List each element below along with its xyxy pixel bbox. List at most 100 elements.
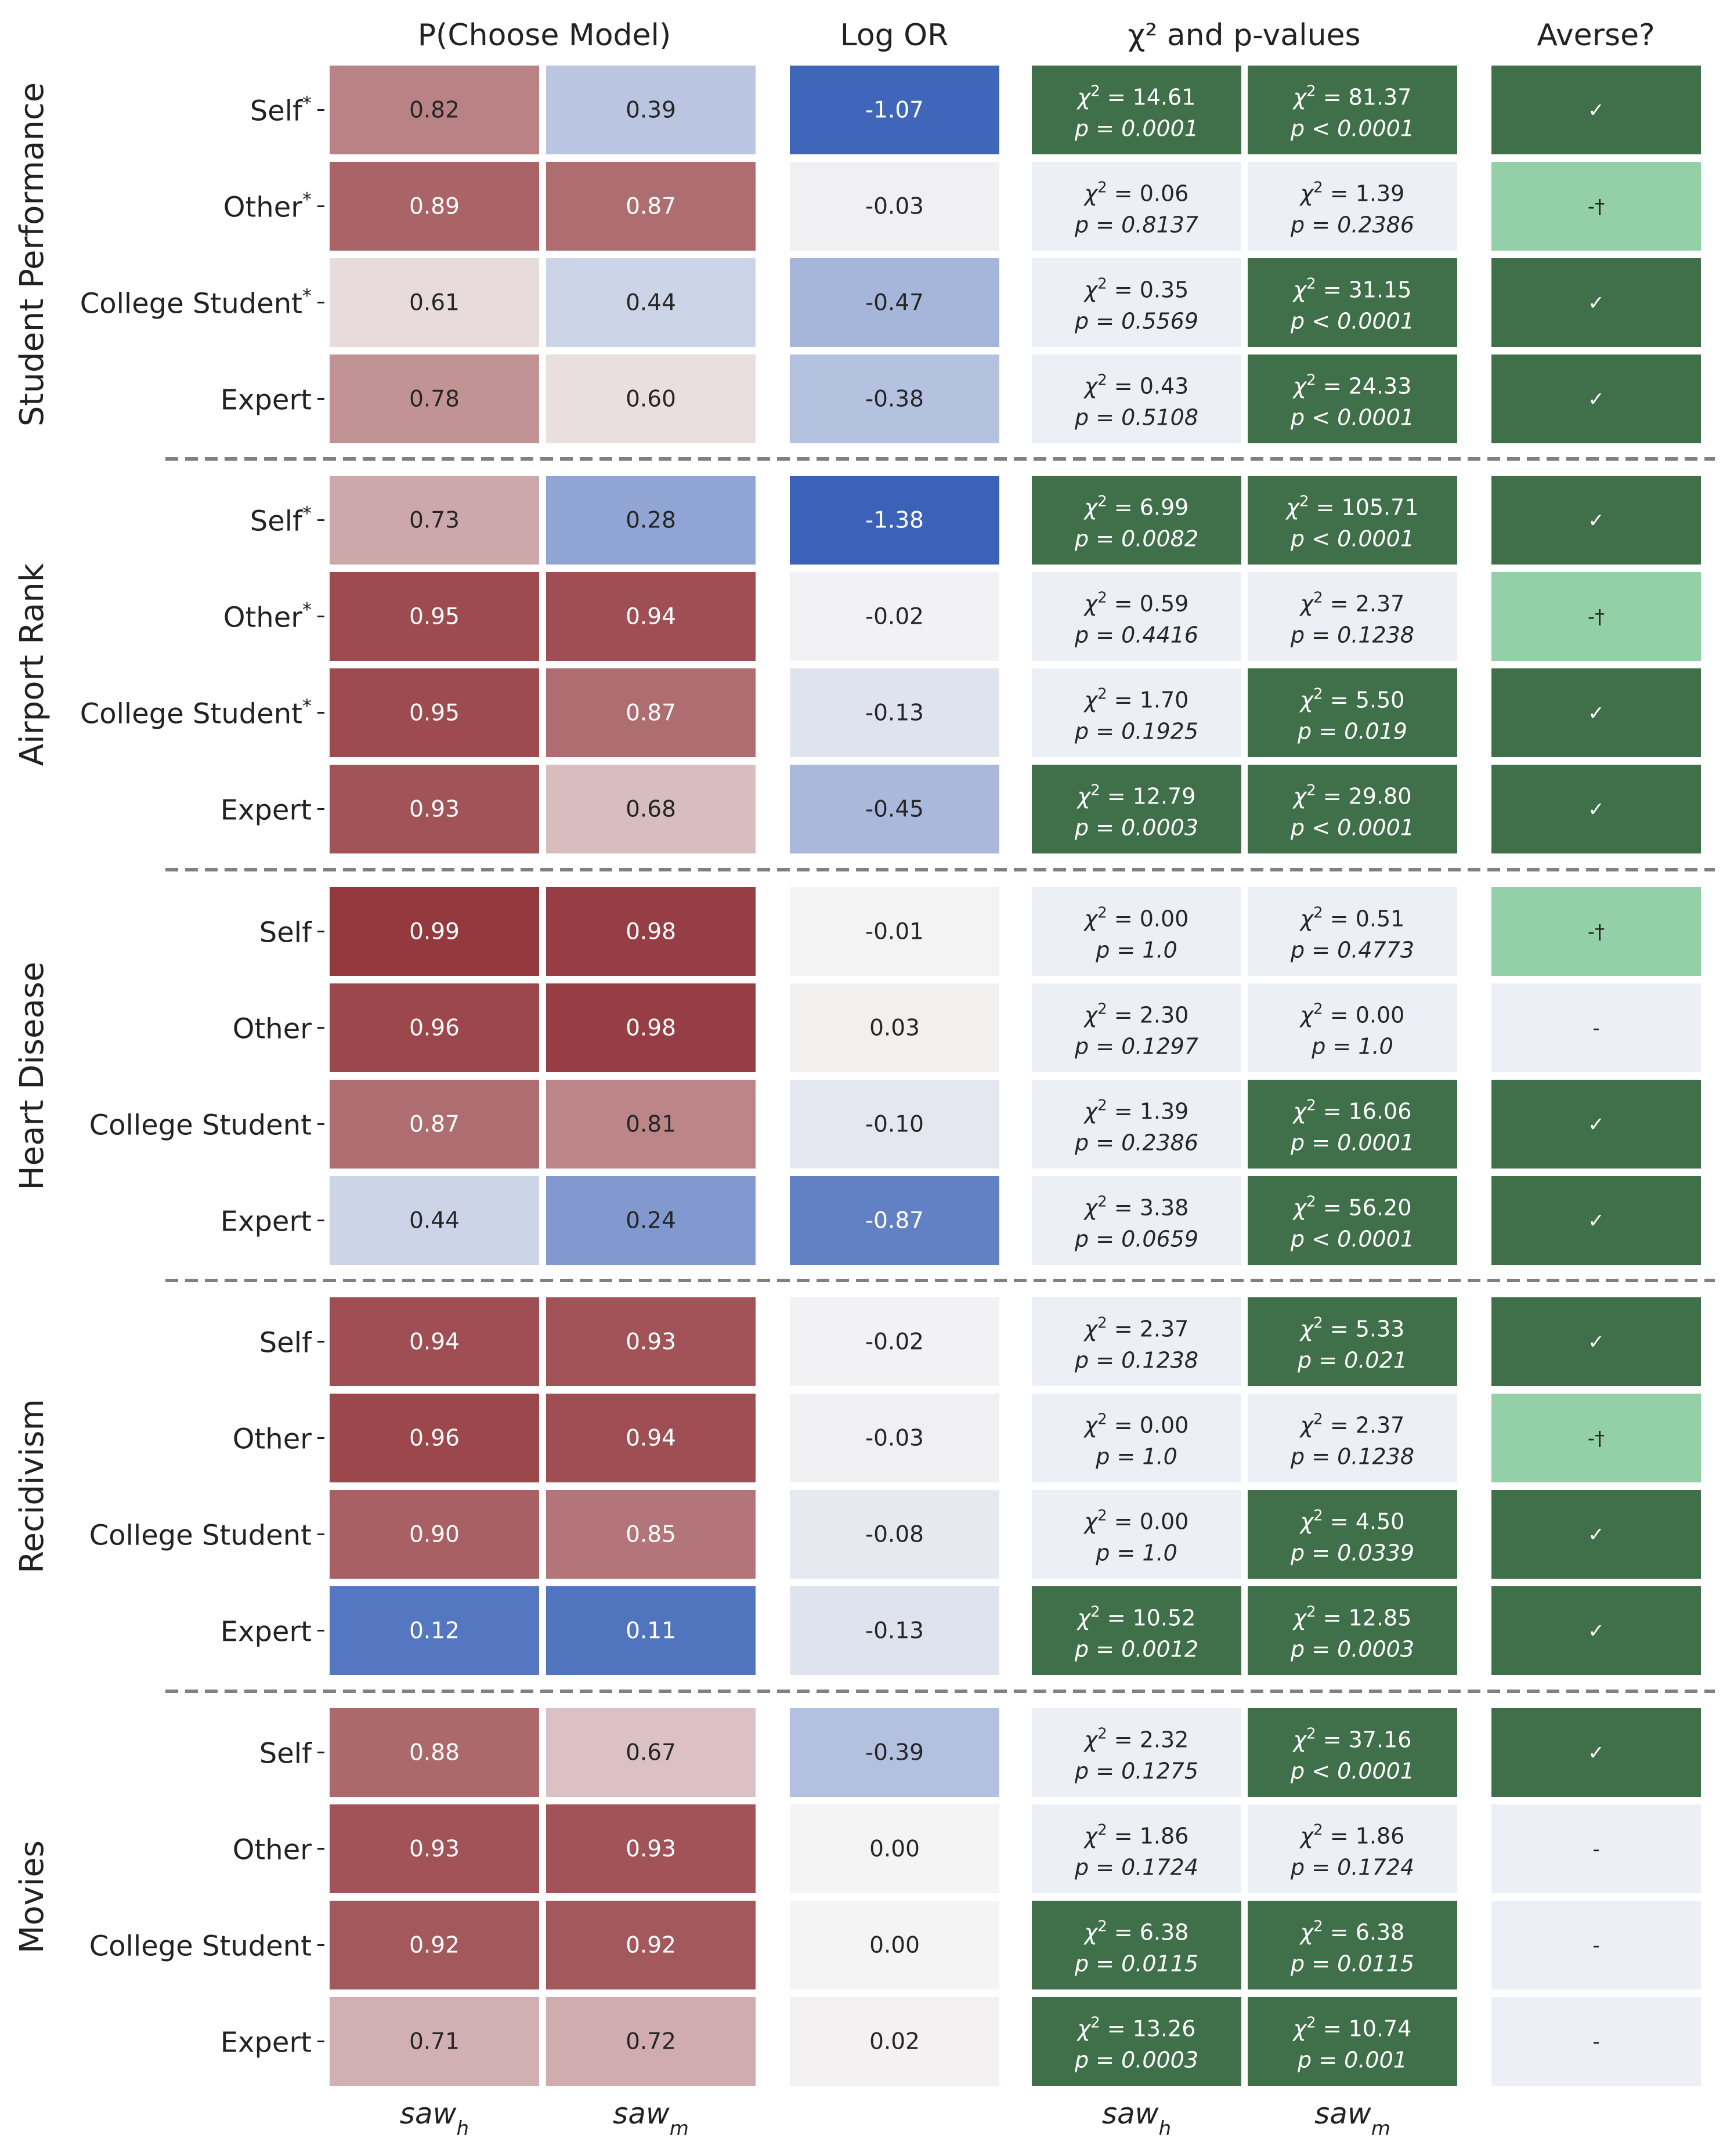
chi-cell-h-p-value: p = 0.2386 bbox=[1074, 1130, 1198, 1156]
row-label: Expert bbox=[221, 384, 312, 417]
row-label: Other bbox=[233, 1834, 312, 1866]
prob-value-h: 0.71 bbox=[409, 2029, 460, 2055]
chi-cell-m-p-value: p = 0.0001 bbox=[1290, 1130, 1414, 1156]
chi-cell-m-p-value: p = 0.1724 bbox=[1290, 1855, 1414, 1880]
prob-value-h: 0.95 bbox=[409, 604, 460, 630]
column-header-chi: χ² and p-values bbox=[1128, 18, 1360, 53]
prob-value-m: 0.72 bbox=[626, 2029, 676, 2055]
log-or-value: -0.45 bbox=[865, 797, 924, 823]
prob-value-h: 0.73 bbox=[409, 508, 460, 534]
row-label: College Student bbox=[89, 1930, 312, 1963]
prob-value-m: 0.67 bbox=[626, 1740, 676, 1766]
averse-mark: ✓ bbox=[1588, 1113, 1605, 1137]
prob-value-h: 0.88 bbox=[409, 1740, 460, 1766]
prob-value-m: 0.44 bbox=[626, 290, 676, 316]
averse-mark: ✓ bbox=[1588, 99, 1605, 122]
column-header-log-or: Log OR bbox=[840, 18, 948, 53]
log-or-value: -0.38 bbox=[865, 386, 924, 413]
row-label: Expert bbox=[221, 1206, 312, 1238]
chi-cell-h-p-value: p = 0.0115 bbox=[1074, 1951, 1198, 1977]
log-or-value: -0.13 bbox=[865, 700, 924, 726]
row-label: College Student* bbox=[80, 285, 312, 320]
chi-cell-h-p-value: p = 0.0003 bbox=[1074, 2048, 1198, 2073]
prob-value-h: 0.99 bbox=[409, 919, 460, 945]
log-or-value: -0.47 bbox=[865, 290, 924, 316]
averse-mark: - bbox=[1592, 1838, 1599, 1861]
chi-cell-m-p-value: p = 0.019 bbox=[1297, 719, 1407, 744]
prob-value-h: 0.96 bbox=[409, 1015, 460, 1041]
chi-cell-m-p-value: p = 0.1238 bbox=[1290, 1444, 1414, 1470]
averse-mark: ✓ bbox=[1588, 1620, 1605, 1643]
averse-mark: - bbox=[1592, 1017, 1599, 1040]
group-label: Airport Rank bbox=[13, 563, 51, 766]
prob-value-m: 0.85 bbox=[626, 1522, 676, 1548]
x-label-prob-h: sawh bbox=[400, 2097, 469, 2140]
prob-value-m: 0.24 bbox=[626, 1208, 676, 1234]
log-or-value: -0.39 bbox=[865, 1740, 924, 1766]
x-label-chi-m: sawm bbox=[1314, 2097, 1390, 2140]
chi-cell-h-p-value: p = 0.8137 bbox=[1074, 212, 1198, 238]
chi-cell-h-p-value: p = 1.0 bbox=[1095, 1444, 1177, 1470]
averse-mark: ✓ bbox=[1588, 1210, 1605, 1233]
group-label: Heart Disease bbox=[13, 962, 51, 1191]
prob-value-m: 0.87 bbox=[626, 700, 676, 726]
group-label: Student Performance bbox=[13, 82, 51, 426]
x-label-prob-m: sawm bbox=[613, 2097, 689, 2140]
prob-value-m: 0.28 bbox=[626, 508, 676, 534]
log-or-value: -0.02 bbox=[865, 1329, 924, 1355]
chi-cell-h-p-value: p = 0.5108 bbox=[1074, 405, 1198, 431]
prob-value-h: 0.95 bbox=[409, 700, 460, 726]
row-label: College Student* bbox=[80, 695, 312, 730]
group-label: Recidivism bbox=[13, 1399, 51, 1573]
log-or-value: -1.07 bbox=[865, 97, 924, 124]
chi-cell-m-p-value: p = 0.021 bbox=[1297, 1348, 1407, 1373]
row-label: Self* bbox=[250, 502, 312, 538]
prob-value-h: 0.12 bbox=[409, 1618, 460, 1644]
row-label: Other* bbox=[223, 189, 312, 224]
prob-value-h: 0.82 bbox=[409, 97, 460, 124]
row-label: Self bbox=[259, 1327, 312, 1359]
group-3: SelfOtherCollege StudentExpert bbox=[89, 1327, 324, 1648]
prob-value-h: 0.87 bbox=[409, 1112, 460, 1138]
chi-cell-m-p-value: p < 0.0001 bbox=[1290, 1227, 1414, 1252]
row-label: Self bbox=[259, 1738, 312, 1770]
prob-value-h: 0.61 bbox=[409, 290, 460, 316]
prob-value-m: 0.11 bbox=[626, 1618, 676, 1644]
chi-cell-m-p-value: p = 0.0115 bbox=[1290, 1951, 1414, 1977]
log-or-value: 0.00 bbox=[869, 1836, 920, 1862]
averse-mark: ✓ bbox=[1588, 1524, 1605, 1547]
averse-mark: -† bbox=[1588, 1427, 1605, 1450]
chi-cell-h-p-value: p = 0.1925 bbox=[1074, 719, 1198, 744]
prob-value-h: 0.92 bbox=[409, 1933, 460, 1959]
averse-mark: - bbox=[1592, 2031, 1599, 2054]
averse-mark: -† bbox=[1588, 606, 1605, 629]
log-or-value: -0.87 bbox=[865, 1208, 924, 1234]
row-label: College Student bbox=[89, 1109, 312, 1142]
prob-value-m: 0.93 bbox=[626, 1836, 676, 1862]
chi-cell-m-p-value: p < 0.0001 bbox=[1290, 116, 1414, 142]
log-or-value: 0.02 bbox=[869, 2029, 920, 2055]
chi-cell-m-p-value: p < 0.0001 bbox=[1290, 815, 1414, 841]
prob-value-m: 0.60 bbox=[626, 386, 676, 413]
chi-cell-h-p-value: p = 0.1297 bbox=[1074, 1034, 1198, 1059]
prob-value-h: 0.89 bbox=[409, 194, 460, 220]
chi-cell-m-p-value: p = 0.4773 bbox=[1290, 938, 1414, 963]
group-label: Movies bbox=[13, 1840, 51, 1954]
chi-cell-m-p-value: p = 0.1238 bbox=[1290, 623, 1414, 648]
log-or-value: -1.38 bbox=[865, 508, 924, 534]
prob-value-m: 0.87 bbox=[626, 194, 676, 220]
prob-value-m: 0.94 bbox=[626, 1426, 676, 1452]
chi-cell-h-p-value: p = 0.0082 bbox=[1074, 526, 1198, 552]
group-4: SelfOtherCollege StudentExpert bbox=[89, 1738, 324, 2059]
log-or-value: -0.03 bbox=[865, 1426, 924, 1452]
chi-cell-h-p-value: p = 0.1238 bbox=[1074, 1348, 1198, 1373]
averse-mark: ✓ bbox=[1588, 292, 1605, 315]
log-or-value: -0.08 bbox=[865, 1522, 924, 1548]
chi-cell-h-p-value: p = 1.0 bbox=[1095, 938, 1177, 963]
chi-cell-m-p-value: p < 0.0001 bbox=[1290, 309, 1414, 334]
chi-cell-m-p-value: p = 0.001 bbox=[1297, 2048, 1407, 2073]
row-label: Self* bbox=[250, 92, 312, 128]
chi-cell-h-p-value: p = 0.0001 bbox=[1074, 116, 1198, 142]
group-1: Self* Other* College Student* Expert bbox=[80, 502, 324, 827]
prob-value-m: 0.92 bbox=[626, 1933, 676, 1959]
